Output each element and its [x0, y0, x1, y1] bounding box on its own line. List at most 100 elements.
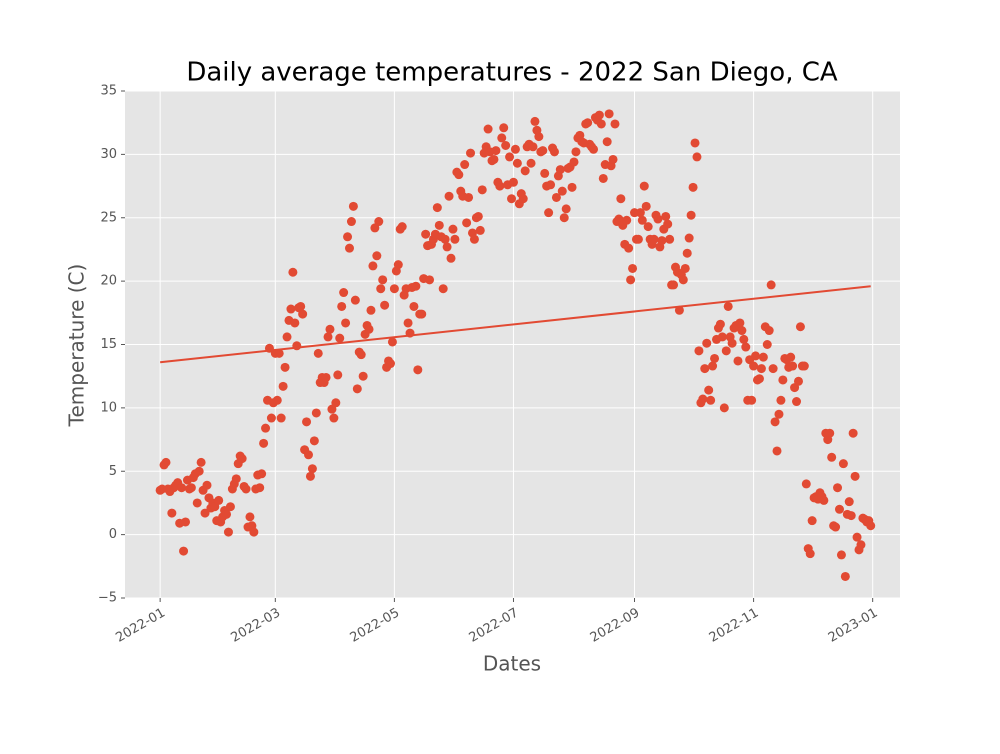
data-point [641, 201, 651, 211]
data-point [770, 417, 780, 427]
x-tick-label: 2022-03 [229, 606, 284, 646]
data-point [557, 186, 567, 196]
data-point [749, 361, 759, 371]
data-point [358, 371, 368, 381]
data-point [702, 338, 712, 348]
data-point [462, 218, 472, 228]
data-point [167, 508, 177, 518]
data-point [286, 304, 296, 314]
data-point [594, 110, 604, 120]
data-point [499, 123, 509, 133]
data-point [477, 185, 487, 195]
data-point [272, 395, 282, 405]
data-point [801, 479, 811, 489]
data-point [255, 483, 265, 493]
data-point [339, 288, 349, 298]
data-point [637, 215, 647, 225]
data-point [690, 138, 700, 148]
data-point [856, 540, 866, 550]
data-point [657, 236, 667, 246]
data-point [827, 452, 837, 462]
data-point [200, 508, 210, 518]
data-point [356, 350, 366, 360]
y-tick-label: 20 [100, 274, 117, 289]
data-point [596, 119, 606, 129]
data-point [754, 374, 764, 384]
data-point [764, 326, 774, 336]
data-point [393, 260, 403, 270]
data-point [528, 142, 538, 152]
data-point [747, 395, 757, 405]
data-point [374, 217, 384, 227]
data-point [825, 428, 835, 438]
y-tick-label: 15 [100, 337, 117, 352]
data-point [397, 222, 407, 232]
data-point [649, 234, 659, 244]
x-tick-label: 2022-01 [113, 606, 168, 646]
data-point [848, 428, 858, 438]
data-point [434, 220, 444, 230]
data-point [460, 160, 470, 170]
data-point [737, 326, 747, 336]
data-point [421, 229, 431, 239]
data-point [518, 194, 528, 204]
data-point [643, 222, 653, 232]
data-point [805, 549, 815, 559]
data-point [510, 144, 520, 154]
data-point [181, 517, 191, 527]
data-point [368, 261, 378, 271]
data-point [831, 522, 841, 532]
data-point [257, 469, 267, 479]
data-point [555, 165, 565, 175]
data-point [231, 474, 241, 484]
data-point [551, 192, 561, 202]
data-point [834, 504, 844, 514]
data-point [298, 309, 308, 319]
data-point [758, 352, 768, 362]
data-point [692, 152, 702, 162]
data-point [337, 301, 347, 311]
data-point [214, 495, 224, 505]
data-point [307, 464, 317, 474]
data-point [774, 409, 784, 419]
data-point [766, 280, 776, 290]
data-point [792, 397, 802, 407]
data-point [778, 375, 788, 385]
data-point [372, 251, 382, 261]
data-point [266, 413, 276, 423]
data-point [616, 194, 626, 204]
data-point [448, 224, 458, 234]
data-point [464, 192, 474, 202]
data-point [223, 527, 233, 537]
data-point [850, 471, 860, 481]
x-tick-label: 2022-07 [467, 606, 522, 646]
data-point [302, 417, 312, 427]
data-point [280, 362, 290, 372]
data-point [333, 370, 343, 380]
data-point [708, 361, 718, 371]
data-point [278, 381, 288, 391]
data-point [633, 234, 643, 244]
data-point [321, 372, 331, 382]
data-point [669, 280, 679, 290]
data-point [639, 181, 649, 191]
data-point [161, 457, 171, 467]
data-point [505, 152, 515, 162]
x-tick-label: 2022-09 [588, 606, 643, 646]
data-point [512, 158, 522, 168]
data-point [179, 546, 189, 556]
data-point [567, 182, 577, 192]
data-point [663, 219, 673, 229]
data-point [688, 182, 698, 192]
data-point [364, 324, 374, 334]
data-point [288, 267, 298, 277]
data-point [335, 333, 345, 343]
data-point [425, 275, 435, 285]
data-point [700, 364, 710, 374]
data-point [222, 509, 232, 519]
x-tick-label: 2022-05 [348, 606, 403, 646]
data-point [838, 459, 848, 469]
data-point [526, 158, 536, 168]
data-point [446, 253, 456, 263]
data-point [559, 213, 569, 223]
